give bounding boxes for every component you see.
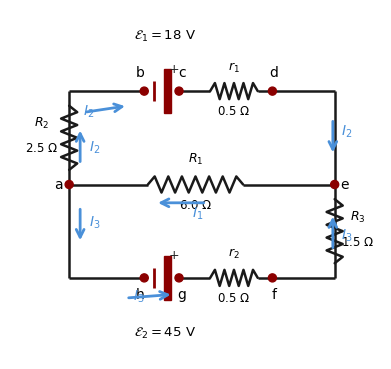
Text: $0.5\ \Omega$: $0.5\ \Omega$ bbox=[217, 292, 251, 305]
Text: $I_3$: $I_3$ bbox=[341, 228, 353, 244]
Text: $I_2$: $I_2$ bbox=[89, 140, 100, 156]
Text: $I_3$: $I_3$ bbox=[89, 215, 101, 231]
Text: e: e bbox=[340, 177, 348, 192]
Text: $6.0\ \Omega$: $6.0\ \Omega$ bbox=[179, 199, 212, 212]
Text: f: f bbox=[271, 288, 276, 302]
Polygon shape bbox=[164, 256, 171, 300]
Text: $R_1$: $R_1$ bbox=[188, 152, 203, 167]
Text: $\mathcal{E}_2 = 45\ \mathrm{V}$: $\mathcal{E}_2 = 45\ \mathrm{V}$ bbox=[135, 325, 197, 341]
Circle shape bbox=[331, 180, 339, 189]
Text: $I_2$: $I_2$ bbox=[83, 104, 94, 120]
Text: $0.5\ \Omega$: $0.5\ \Omega$ bbox=[217, 105, 251, 118]
Text: c: c bbox=[178, 66, 185, 80]
Text: $2.5\ \Omega$: $2.5\ \Omega$ bbox=[25, 142, 58, 155]
Text: d: d bbox=[269, 66, 278, 80]
Text: $R_2$: $R_2$ bbox=[34, 116, 49, 131]
Text: h: h bbox=[135, 288, 144, 302]
Text: a: a bbox=[55, 177, 63, 192]
Text: $r_1$: $r_1$ bbox=[228, 61, 240, 75]
Circle shape bbox=[268, 274, 276, 282]
Text: $I_1$: $I_1$ bbox=[192, 206, 203, 222]
Text: b: b bbox=[135, 66, 144, 80]
Text: +: + bbox=[168, 63, 179, 76]
Text: $1.5\ \Omega$: $1.5\ \Omega$ bbox=[341, 235, 374, 249]
Circle shape bbox=[65, 180, 73, 189]
Text: $\mathcal{E}_1 = 18\ \mathrm{V}$: $\mathcal{E}_1 = 18\ \mathrm{V}$ bbox=[135, 28, 197, 44]
Circle shape bbox=[268, 87, 276, 95]
Circle shape bbox=[175, 274, 183, 282]
Text: $I_3$: $I_3$ bbox=[133, 289, 144, 306]
Circle shape bbox=[140, 87, 148, 95]
Text: +: + bbox=[168, 249, 179, 262]
Text: $r_2$: $r_2$ bbox=[228, 247, 240, 261]
Text: $I_2$: $I_2$ bbox=[341, 123, 353, 139]
Circle shape bbox=[175, 87, 183, 95]
Polygon shape bbox=[164, 69, 171, 113]
Circle shape bbox=[140, 274, 148, 282]
Text: g: g bbox=[177, 288, 186, 302]
Text: $R_3$: $R_3$ bbox=[350, 210, 365, 225]
